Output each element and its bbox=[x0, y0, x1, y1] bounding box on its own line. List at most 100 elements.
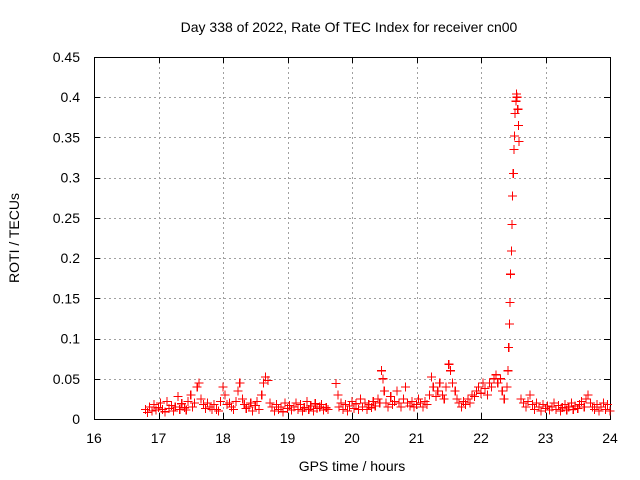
data-point bbox=[170, 402, 180, 412]
x-tick-label: 21 bbox=[409, 430, 425, 446]
data-point bbox=[209, 400, 219, 410]
data-point bbox=[399, 394, 409, 404]
data-point bbox=[252, 396, 262, 406]
data-point bbox=[542, 401, 552, 411]
data-point bbox=[228, 404, 238, 414]
data-point bbox=[521, 402, 531, 412]
data-point bbox=[196, 394, 206, 404]
data-point bbox=[394, 398, 404, 408]
data-point bbox=[254, 404, 264, 414]
data-point bbox=[370, 401, 380, 411]
data-point bbox=[602, 400, 612, 410]
data-point bbox=[461, 400, 471, 410]
data-point bbox=[179, 403, 189, 413]
data-point bbox=[594, 406, 604, 416]
data-point bbox=[341, 400, 351, 410]
y-tick-label: 0.2 bbox=[61, 250, 81, 266]
data-point bbox=[509, 145, 519, 155]
data-point bbox=[541, 404, 550, 414]
data-point bbox=[560, 400, 570, 410]
data-point bbox=[579, 402, 589, 412]
data-point bbox=[323, 404, 333, 414]
data-point bbox=[220, 390, 230, 400]
x-tick-label: 22 bbox=[473, 430, 489, 446]
data-point bbox=[437, 390, 447, 400]
data-point bbox=[577, 396, 587, 406]
data-point bbox=[308, 406, 318, 416]
data-point bbox=[553, 400, 563, 410]
data-point bbox=[336, 398, 346, 408]
data-point bbox=[482, 390, 492, 400]
data-point bbox=[353, 404, 363, 414]
data-point bbox=[331, 379, 341, 389]
tick-labels: 16 17 18 19 20 21 22 23 24 0 0.05 0.1 0.15 0.2 0.25 0.3… bbox=[53, 49, 618, 446]
data-point bbox=[351, 399, 361, 409]
data-point bbox=[246, 398, 256, 408]
data-point bbox=[588, 402, 598, 412]
data-point bbox=[162, 396, 172, 406]
data-point bbox=[201, 404, 211, 414]
data-point bbox=[349, 404, 359, 414]
data-point bbox=[534, 402, 544, 412]
data-point bbox=[218, 382, 228, 392]
data-point bbox=[173, 391, 183, 401]
data-point bbox=[321, 403, 331, 413]
data-point bbox=[506, 246, 516, 256]
data-point bbox=[463, 394, 473, 404]
data-point bbox=[392, 386, 402, 396]
data-point bbox=[491, 370, 501, 380]
data-point bbox=[276, 402, 286, 412]
data-point bbox=[317, 400, 327, 410]
data-point bbox=[444, 359, 454, 369]
data-point bbox=[513, 120, 523, 130]
data-point bbox=[499, 394, 509, 404]
data-point bbox=[549, 398, 559, 408]
data-point bbox=[199, 400, 209, 410]
data-point bbox=[457, 402, 467, 412]
data-point bbox=[338, 404, 348, 414]
data-point bbox=[446, 366, 456, 376]
data-point bbox=[237, 394, 247, 404]
y-tick-label: 0 bbox=[72, 411, 80, 427]
data-point bbox=[231, 396, 241, 406]
data-point bbox=[465, 398, 475, 408]
data-point bbox=[473, 382, 483, 392]
chart-title: Day 338 of 2022, Rate Of TEC Index for r… bbox=[181, 19, 518, 35]
y-tick-label: 0.45 bbox=[53, 49, 80, 65]
plot-frame bbox=[94, 57, 611, 420]
data-point bbox=[405, 401, 415, 411]
data-point bbox=[183, 396, 193, 406]
data-point bbox=[342, 406, 352, 416]
data-point bbox=[390, 396, 400, 406]
data-point bbox=[590, 404, 600, 414]
data-point bbox=[205, 402, 215, 412]
data-point bbox=[433, 386, 443, 396]
data-point bbox=[226, 402, 236, 412]
data-point bbox=[299, 403, 309, 413]
data-point bbox=[362, 404, 372, 414]
data-point bbox=[291, 398, 301, 408]
data-point bbox=[248, 406, 258, 416]
data-point bbox=[360, 398, 370, 408]
data-point bbox=[378, 374, 388, 384]
data-point bbox=[379, 386, 389, 396]
data-point bbox=[510, 131, 520, 141]
data-point bbox=[507, 219, 517, 229]
data-point bbox=[188, 402, 198, 412]
y-tick-label: 0.05 bbox=[53, 371, 80, 387]
data-point bbox=[235, 378, 245, 388]
data-point bbox=[257, 390, 267, 400]
data-point bbox=[334, 402, 344, 412]
x-tick-label: 16 bbox=[86, 430, 102, 446]
data-point bbox=[536, 406, 546, 416]
data-point bbox=[605, 406, 615, 416]
x-tick-label: 19 bbox=[280, 430, 296, 446]
data-point bbox=[224, 398, 234, 408]
data-point bbox=[366, 403, 376, 413]
data-point bbox=[302, 396, 312, 406]
data-point bbox=[259, 378, 269, 388]
data-point bbox=[270, 406, 280, 416]
data-point bbox=[502, 382, 512, 392]
data-point bbox=[190, 398, 200, 408]
